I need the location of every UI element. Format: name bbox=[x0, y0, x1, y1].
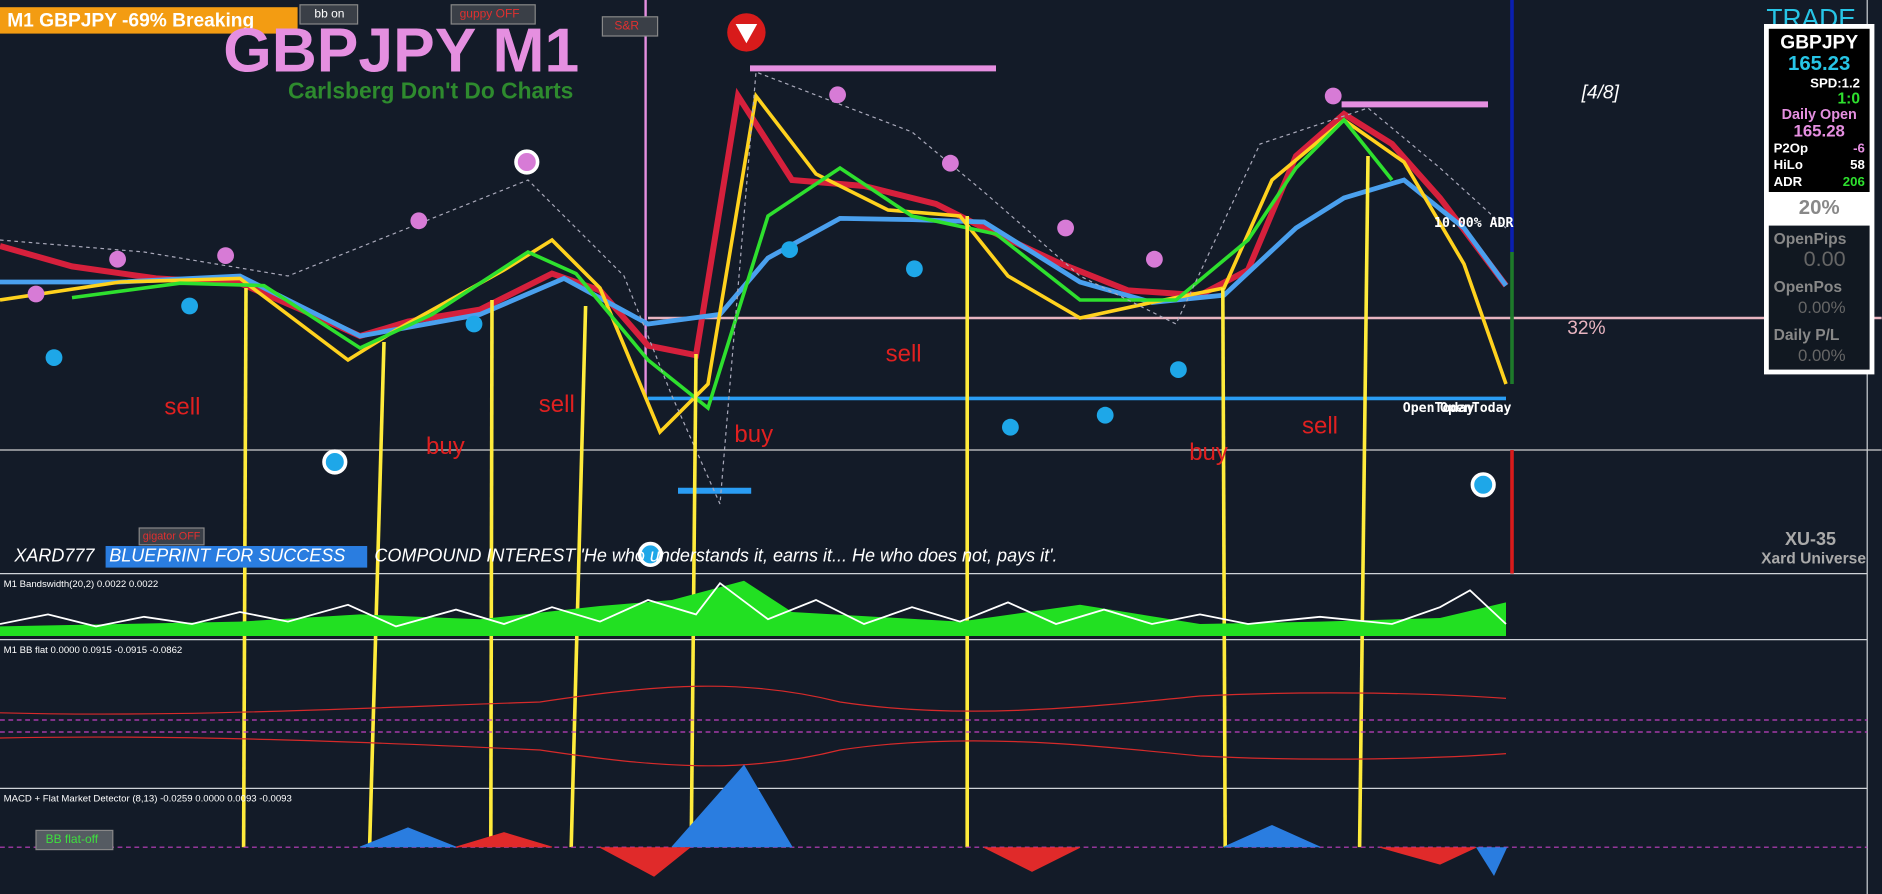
info-box-bottom bbox=[1768, 225, 1870, 370]
info-stat-value: 0.00 bbox=[1804, 246, 1846, 271]
info-row-value: 58 bbox=[1850, 157, 1865, 172]
blueprint-label: BLUEPRINT FOR SUCCESS bbox=[109, 546, 345, 566]
author-label: XARD777 bbox=[13, 546, 95, 566]
quote-label: COMPOUND INTEREST 'He who understands it… bbox=[374, 546, 1057, 566]
ma-green bbox=[71, 117, 1394, 412]
info-stat-label: OpenPips bbox=[1774, 231, 1847, 248]
adr-label: 10.00% ADR bbox=[1434, 216, 1513, 231]
macd-positive bbox=[359, 764, 1321, 848]
bb-lower bbox=[0, 736, 1507, 767]
signal-label: sell bbox=[539, 391, 575, 418]
sr-button-label[interactable]: S&R bbox=[614, 19, 639, 33]
signal-label: buy bbox=[426, 433, 465, 460]
low-dots bbox=[45, 241, 1496, 568]
sr-button[interactable] bbox=[601, 16, 659, 37]
bandwidth-line bbox=[0, 581, 1507, 628]
bb-upper bbox=[0, 685, 1507, 715]
signal-label: sell bbox=[164, 393, 200, 420]
pivot-dots bbox=[27, 86, 1342, 303]
info-row-value: -6 bbox=[1853, 140, 1865, 155]
signal-label: buy bbox=[1189, 439, 1228, 466]
signal-label: sell bbox=[886, 341, 922, 368]
info-symbol: GBPJPY bbox=[1780, 32, 1858, 53]
info-stat-value: 0.00% bbox=[1798, 298, 1846, 317]
percent-label: 32% bbox=[1567, 318, 1605, 339]
info-stat-value: 0.00% bbox=[1798, 346, 1846, 365]
panel-label: M1 Bandswidth(20,2) 0.0022 0.0022 bbox=[4, 579, 159, 590]
status-bar bbox=[0, 7, 298, 34]
panel-label: M1 BB flat 0.0000 0.0915 -0.0915 -0.0862 bbox=[4, 645, 183, 656]
open-today-label: OpenToday bbox=[1440, 401, 1512, 416]
panel-label: MACD + Flat Market Detector (8,13) -0.02… bbox=[4, 794, 292, 805]
bb-flat-button-label[interactable]: BB flat-off bbox=[46, 832, 99, 846]
bb-button-label[interactable]: bb on bbox=[314, 7, 344, 21]
signal-label: sell bbox=[1302, 413, 1338, 440]
macd-positive bbox=[1476, 847, 1508, 877]
macd-negative bbox=[455, 832, 1477, 877]
info-box-top bbox=[1768, 28, 1870, 192]
info-daily-open-label: Daily Open bbox=[1782, 107, 1857, 123]
info-row-label: P2Op bbox=[1774, 140, 1808, 155]
chart-title: GBPJPY M1 bbox=[223, 17, 579, 86]
chart-subtitle: Carlsberg Don't Do Charts bbox=[288, 77, 573, 103]
info-daily-open: 165.28 bbox=[1794, 121, 1845, 140]
guppy-button[interactable] bbox=[450, 4, 536, 25]
fraction-label: [4/8] bbox=[1581, 83, 1620, 104]
alligator-button[interactable] bbox=[138, 527, 205, 546]
version-label: XU-35 bbox=[1785, 529, 1836, 549]
signal-links bbox=[241, 155, 1370, 848]
alligator-button-label[interactable]: gigator OFF bbox=[143, 530, 201, 542]
ma-blue bbox=[0, 177, 1508, 339]
bb-flat-button[interactable] bbox=[35, 829, 114, 851]
info-stat-label: OpenPos bbox=[1774, 279, 1843, 296]
sell-marker-icon bbox=[735, 24, 758, 44]
envelope bbox=[0, 71, 1507, 505]
info-stat-label: Daily P/L bbox=[1774, 327, 1840, 344]
info-strength: 20% bbox=[1799, 197, 1840, 219]
bb-button[interactable] bbox=[299, 4, 359, 25]
open-today-label: OpenToday bbox=[1403, 401, 1475, 416]
signal-label: buy bbox=[734, 421, 773, 448]
info-row-value: 206 bbox=[1843, 174, 1865, 189]
info-ratio: 1:0 bbox=[1837, 91, 1860, 108]
info-row-label: HiLo bbox=[1774, 157, 1803, 172]
info-spread: SPD:1.2 bbox=[1810, 75, 1860, 90]
blueprint-banner bbox=[105, 546, 368, 568]
info-row-label: ADR bbox=[1774, 174, 1803, 189]
brand-label: Xard Universe bbox=[1761, 550, 1866, 567]
guppy-button-label[interactable]: guppy OFF bbox=[460, 7, 520, 21]
info-price: 165.23 bbox=[1788, 53, 1850, 75]
status-text: M1 GBPJPY -69% Breaking bbox=[7, 11, 254, 32]
